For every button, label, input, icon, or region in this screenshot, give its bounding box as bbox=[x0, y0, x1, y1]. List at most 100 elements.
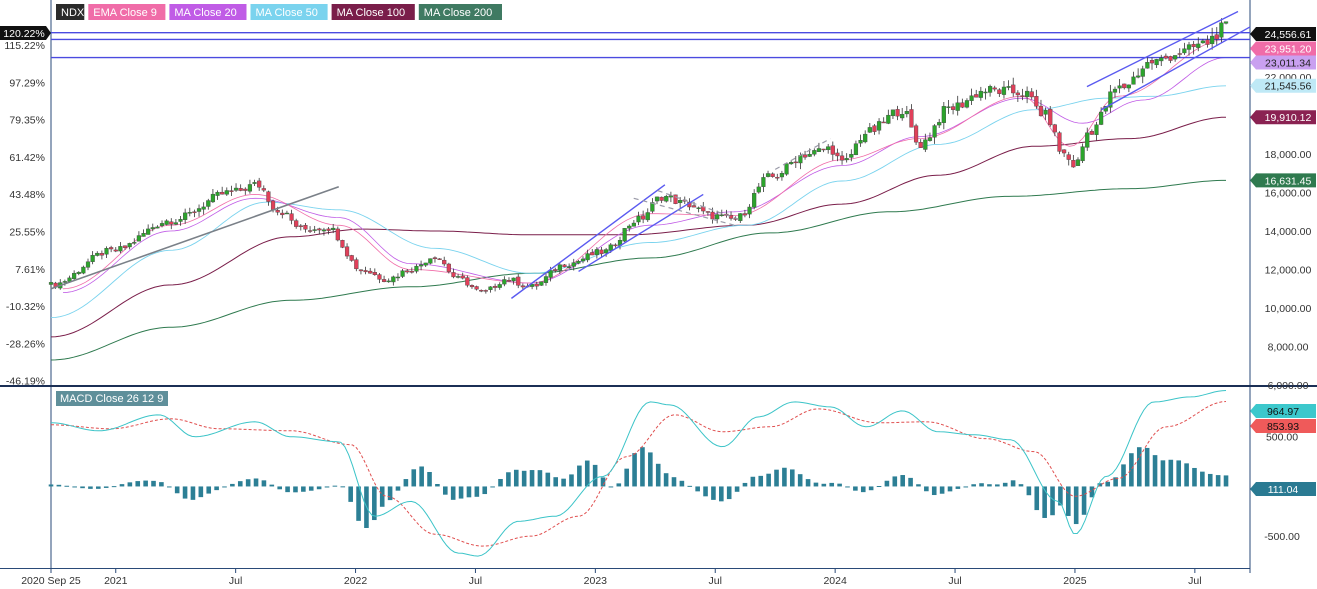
candle-body bbox=[969, 95, 974, 101]
candle-body bbox=[178, 219, 183, 222]
candle-body bbox=[1024, 90, 1030, 97]
candle-body bbox=[807, 153, 812, 157]
macd-histogram-bar bbox=[214, 486, 219, 491]
price-marker-label: 19,910.12 bbox=[1265, 112, 1312, 124]
time-tick-label: 2024 bbox=[823, 575, 847, 587]
macd-histogram-bar bbox=[474, 486, 480, 497]
candle-body bbox=[141, 233, 146, 237]
candle-body bbox=[974, 94, 979, 98]
current-percent-marker: 120.22% bbox=[0, 26, 51, 40]
candle-body bbox=[446, 263, 451, 272]
candle-body bbox=[886, 114, 891, 124]
macd-histogram-bar bbox=[435, 484, 440, 487]
candle-body bbox=[451, 272, 456, 278]
trendline[interactable] bbox=[1100, 26, 1251, 111]
macd-histogram-bar bbox=[411, 469, 417, 487]
candle-body bbox=[127, 243, 132, 248]
candle-body bbox=[1210, 35, 1215, 45]
candle-body bbox=[321, 229, 327, 232]
candle-body bbox=[196, 208, 202, 212]
candle-body bbox=[779, 173, 785, 178]
macd-histogram-bar bbox=[443, 486, 448, 495]
candle-body bbox=[169, 221, 174, 225]
candle-body bbox=[455, 276, 461, 278]
legend[interactable]: NDX EMA Close 9 MA Close 20 MA Close 50 MA C… bbox=[56, 4, 502, 20]
trendlines[interactable] bbox=[50, 10, 1251, 299]
candle-body bbox=[594, 249, 599, 255]
macd-histogram-bar bbox=[766, 473, 771, 487]
macd-histogram-bar bbox=[868, 486, 874, 491]
macd-histogram-bar bbox=[261, 480, 267, 487]
candle-body bbox=[576, 261, 581, 264]
candle-body bbox=[890, 109, 896, 117]
candle-body bbox=[72, 272, 77, 280]
legend-item-ma-close-20[interactable]: MA Close 20 bbox=[169, 4, 247, 20]
trendline[interactable] bbox=[774, 138, 831, 170]
trendline[interactable] bbox=[633, 197, 735, 226]
candle-body bbox=[585, 253, 590, 261]
candle-body bbox=[983, 91, 988, 94]
price-marker-bg bbox=[1250, 78, 1316, 93]
macd-title-bg bbox=[56, 391, 168, 406]
time-tick-label: 2023 bbox=[584, 575, 608, 587]
candle-body bbox=[668, 195, 673, 198]
candle-body bbox=[1094, 124, 1099, 135]
macd-histogram-bar bbox=[80, 486, 85, 489]
candle-body bbox=[418, 264, 424, 267]
candle-body bbox=[636, 215, 641, 223]
candle-body bbox=[173, 222, 179, 225]
candle-body bbox=[960, 102, 965, 108]
legend-label: NDX bbox=[61, 7, 85, 19]
candle-body bbox=[691, 205, 697, 208]
signal-value-marker: 853.93 bbox=[1250, 419, 1316, 433]
candle-body bbox=[488, 286, 493, 290]
trendline[interactable] bbox=[578, 193, 704, 273]
trendline[interactable] bbox=[1086, 10, 1239, 88]
trendline[interactable] bbox=[510, 184, 666, 299]
macd-histogram-bar bbox=[198, 486, 204, 498]
macd-histogram-bar bbox=[655, 463, 661, 487]
candle-body bbox=[918, 141, 923, 148]
trendline[interactable] bbox=[657, 190, 740, 221]
legend-swatch bbox=[418, 4, 502, 20]
legend-item-ma-close-100[interactable]: MA Close 100 bbox=[331, 4, 415, 20]
candle-body bbox=[1223, 21, 1229, 24]
macd-histogram-bar bbox=[916, 484, 921, 487]
candle-body bbox=[604, 249, 609, 254]
candle-body bbox=[1048, 109, 1053, 126]
legend-label: MA Close 100 bbox=[337, 7, 405, 19]
legend-item-ma-close-50[interactable]: MA Close 50 bbox=[250, 4, 328, 20]
macd-histogram-bar bbox=[632, 453, 637, 487]
time-tick-label: 2020 Sep 25 bbox=[21, 575, 81, 587]
candle-body bbox=[715, 214, 720, 220]
candle-body bbox=[506, 279, 512, 282]
candle-body bbox=[247, 184, 253, 192]
candle-body bbox=[284, 212, 290, 215]
candle-body bbox=[400, 270, 405, 277]
candle-body bbox=[770, 173, 775, 177]
ma-close-20-line bbox=[62, 57, 1227, 293]
candle-body bbox=[183, 212, 188, 220]
legend-item-ndx[interactable]: NDX bbox=[56, 4, 85, 20]
candle-body bbox=[1154, 59, 1159, 66]
legend-item-ma-close-200[interactable]: MA Close 200 bbox=[418, 4, 502, 20]
candle-body bbox=[81, 266, 86, 274]
macd-histogram-bar bbox=[679, 480, 685, 487]
candle-body bbox=[405, 270, 410, 273]
macd-histogram-bar bbox=[395, 486, 401, 491]
marker-bg bbox=[1250, 419, 1316, 433]
candle-body bbox=[1214, 34, 1219, 40]
macd-histogram-bar bbox=[103, 486, 109, 488]
legend-item-ema-close-9[interactable]: EMA Close 9 bbox=[88, 4, 166, 20]
candle-body bbox=[159, 223, 165, 226]
candle-body bbox=[289, 213, 294, 221]
candle-body bbox=[909, 109, 914, 128]
price-tick-label: 16,000.00 bbox=[1265, 188, 1312, 200]
candle-body bbox=[280, 212, 285, 216]
candle-body bbox=[789, 162, 794, 165]
trendline[interactable] bbox=[50, 185, 340, 290]
macd-histogram-bar bbox=[624, 468, 629, 487]
macd-histogram-bar bbox=[301, 486, 306, 492]
macd-histogram-bar bbox=[119, 484, 125, 487]
